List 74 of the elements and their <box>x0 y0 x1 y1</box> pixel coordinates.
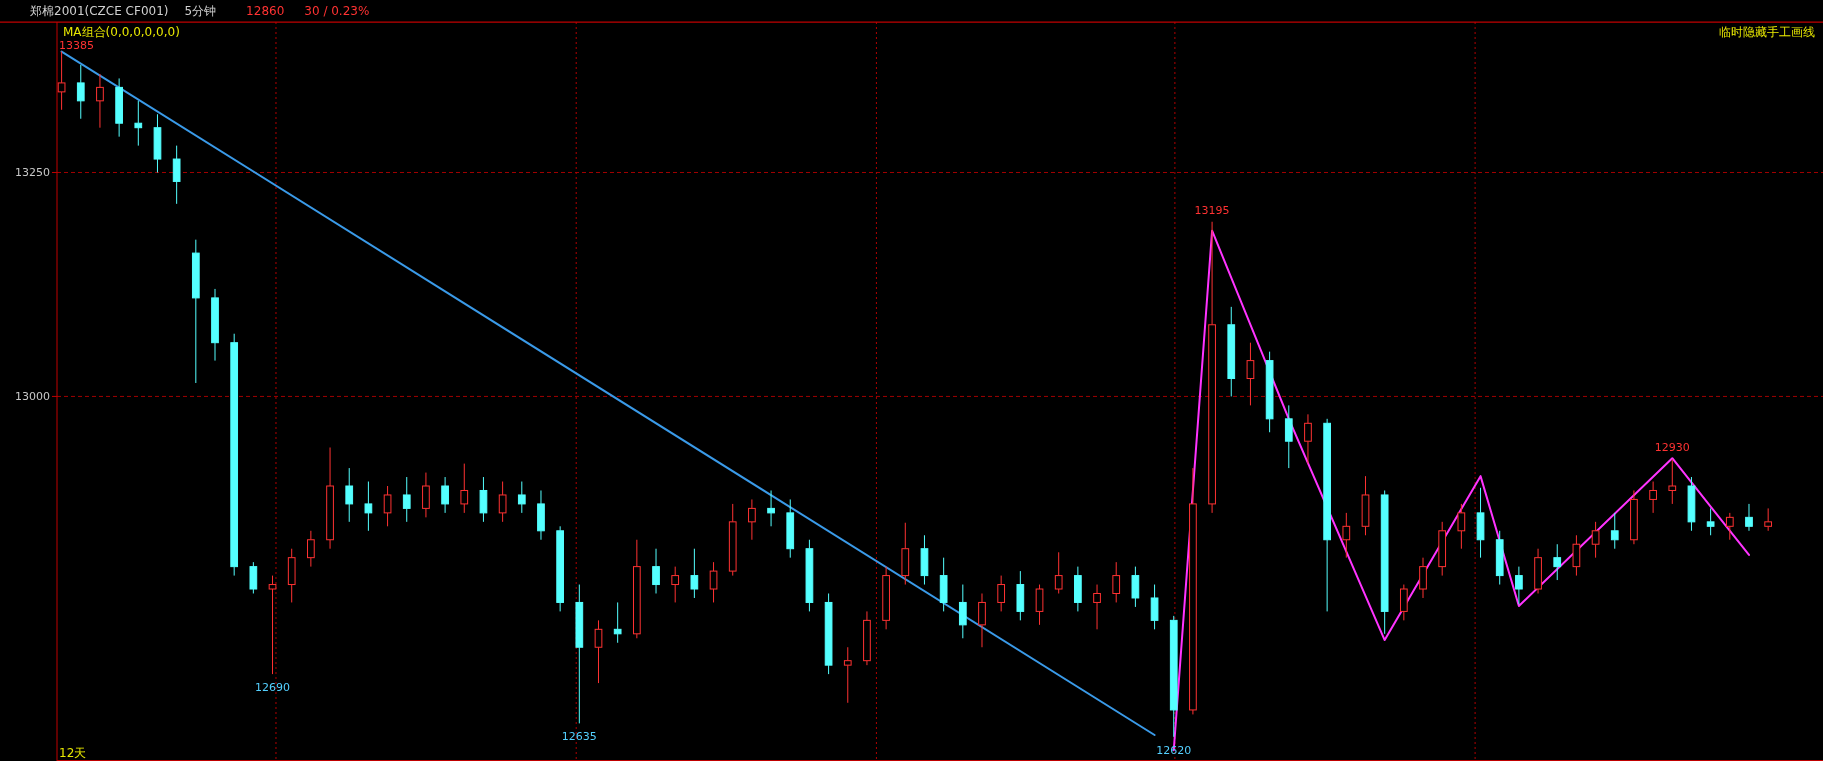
candlestick <box>901 522 910 586</box>
candlestick <box>537 489 545 541</box>
candlestick <box>191 239 200 384</box>
candlestick <box>1093 584 1101 630</box>
candlestick <box>1745 503 1753 532</box>
annotation: 临时隐藏手工画线 <box>1719 25 1815 39</box>
candlestick <box>1208 221 1216 514</box>
candlestick <box>882 566 890 630</box>
candlestick <box>115 77 123 138</box>
candlestick <box>153 113 162 173</box>
candlestick <box>134 100 143 147</box>
candlestick <box>1284 404 1293 469</box>
candlestick <box>863 610 871 666</box>
chart-title: 郑棉2001(CZCE CF001) <box>30 4 169 18</box>
annotation: 12930 <box>1654 441 1690 455</box>
candlestick <box>843 646 852 704</box>
candlestick <box>76 64 85 120</box>
candlestick <box>1610 512 1619 550</box>
candlestick <box>1419 557 1427 599</box>
text: 12860 <box>246 4 285 18</box>
candlestick <box>958 584 967 639</box>
annotation: MA组合(0,0,0,0,0,0) <box>63 25 180 39</box>
candlestick <box>1725 512 1734 541</box>
candlestick <box>1380 489 1389 635</box>
candlestick <box>1227 306 1236 397</box>
y-tick-label: 13250 <box>15 166 50 180</box>
candlestick <box>728 503 737 577</box>
candlestick <box>632 539 641 639</box>
candlestick <box>422 472 430 518</box>
candlestick <box>402 476 411 523</box>
candlestick <box>786 498 795 559</box>
candlestick <box>748 498 756 541</box>
candlestick <box>307 530 315 568</box>
candlestick <box>1342 512 1351 559</box>
candlestick <box>767 489 775 527</box>
candlestick <box>1572 534 1581 577</box>
candlestick <box>172 145 181 205</box>
candlestick <box>652 548 660 594</box>
candlestick <box>1630 489 1638 545</box>
candlestick <box>345 467 354 523</box>
candlestick <box>1649 481 1657 514</box>
candlestick <box>1074 566 1082 612</box>
candlestick <box>441 476 449 514</box>
candlestick <box>1304 413 1312 465</box>
annotation: 12620 <box>1156 743 1192 757</box>
annotation: 12天 <box>59 746 87 760</box>
candlestick <box>1668 458 1677 505</box>
candlestick <box>1515 566 1523 605</box>
candlestick <box>575 584 584 724</box>
candlestick <box>1476 487 1485 559</box>
annotation: 12635 <box>561 730 597 744</box>
annotation: 13385 <box>59 39 94 52</box>
candlestick <box>96 73 104 129</box>
candlestick <box>1323 418 1331 612</box>
annotation: 12690 <box>255 681 291 695</box>
chart-subtitle: 5分钟 <box>184 4 217 18</box>
candlestick <box>556 525 564 612</box>
candlestick <box>1764 507 1773 532</box>
candlestick <box>1169 615 1178 738</box>
candlestick <box>211 288 219 362</box>
candlestick <box>1246 342 1255 406</box>
annotation: 13195 <box>1194 203 1230 217</box>
candlestick <box>613 601 622 644</box>
candlestick <box>920 534 929 586</box>
candlestick <box>978 592 986 648</box>
candlestick <box>364 481 373 532</box>
candlestick <box>1189 467 1197 715</box>
text: 30 / 0.23% <box>304 4 370 18</box>
candlestick <box>57 51 66 111</box>
y-tick-label: 13000 <box>15 390 50 404</box>
candlestick <box>1534 548 1542 594</box>
candlestick <box>1553 543 1562 581</box>
candlestick <box>326 446 334 550</box>
candlestick <box>594 619 603 684</box>
